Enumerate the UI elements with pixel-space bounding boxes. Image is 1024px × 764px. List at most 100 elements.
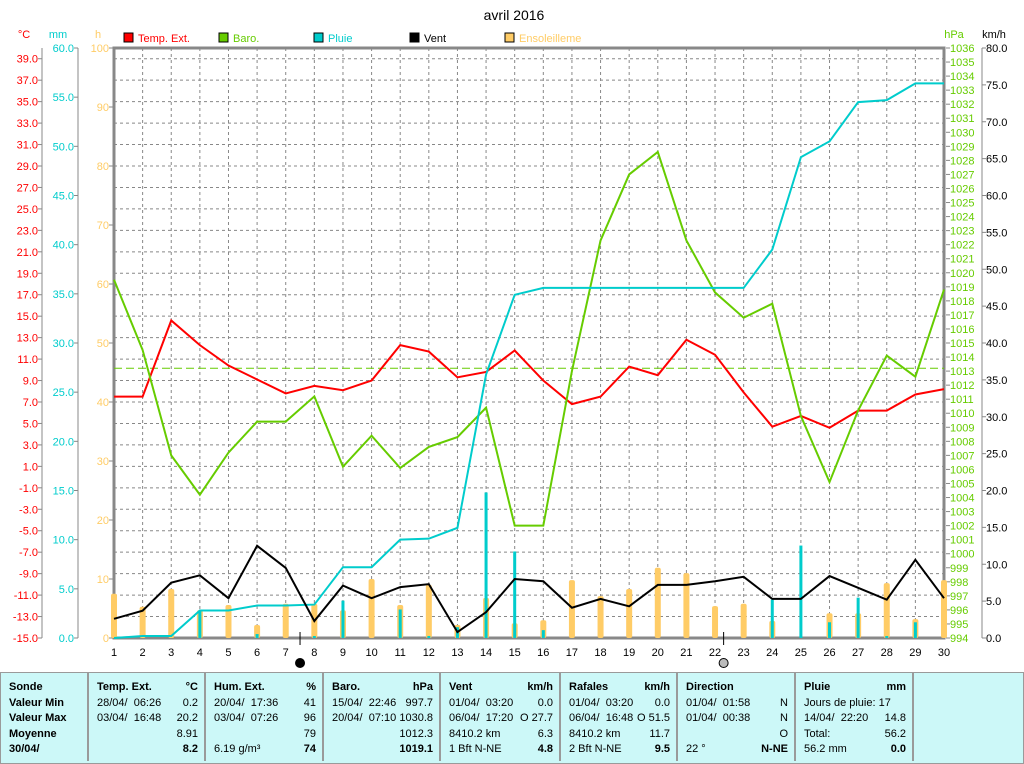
axis-tick-label-sun: 10 (97, 574, 109, 586)
axis-tick-label-rain: 15.0 (53, 486, 74, 498)
x-tick-label: 5 (225, 647, 231, 659)
table-row: Valeur Min (9, 697, 81, 713)
axis-tick-label-rain: 55.0 (53, 92, 74, 104)
cell-value: 8.2 (182, 743, 198, 756)
cell-label: Total: (804, 727, 831, 740)
axis-tick-label-temp: 17.0 (17, 290, 38, 302)
axis-tick-label-wind: 30.0 (986, 412, 1007, 424)
axis-tick-label-temp: 23.0 (17, 225, 38, 237)
axis-tick-label-baro: 1033 (950, 85, 974, 97)
axis-tick-label-temp: 5.0 (23, 418, 38, 430)
axis-tick-label-temp: 31.0 (17, 140, 38, 152)
cell-label: 06/04/ 16:48 (569, 712, 634, 725)
cell-label: 20/04/ 07:10 (332, 712, 397, 725)
axis-tick-label-baro: 1006 (950, 464, 974, 476)
axis-tick-label-temp: -7.0 (19, 547, 38, 559)
x-tick-label: 12 (423, 647, 435, 659)
cell-value: 1019.1 (399, 743, 433, 756)
cell-value: 79 (303, 727, 316, 740)
axis-tick-label-sun: 30 (97, 456, 109, 468)
sunshine-bar (111, 593, 117, 638)
table-row: 06/04/ 17:20 O 27.7 (449, 712, 553, 728)
x-tick-label: 11 (394, 647, 405, 659)
sunshine-bar (740, 603, 747, 638)
axis-tick-label-baro: 1031 (950, 113, 974, 125)
series-line-vent (113, 544, 945, 634)
sunshine-bar (225, 604, 232, 638)
axis-tick-label-sun: 90 (97, 102, 109, 114)
axis-tick-label-temp: 27.0 (17, 182, 38, 194)
daily-rain-bar (913, 622, 917, 638)
axis-tick-label-temp: 7.0 (23, 397, 38, 409)
axis-tick-label-rain: 30.0 (53, 338, 74, 350)
table-row: Baro. hPa (332, 681, 433, 697)
table-column: Temp. Ext. °C 28/04/ 06:26 0.2 03/04/ 16:48 2… (89, 673, 206, 761)
axis-tick-label-wind: 0.0 (986, 633, 1001, 645)
legend-swatch (313, 32, 324, 43)
cell-label: 2 Bft N-NE (569, 743, 622, 756)
cell-label: 06/04/ 17:20 (449, 712, 514, 725)
cell-label: 6.19 g/m³ (214, 743, 261, 756)
cell-value: O 51.5 (636, 712, 670, 725)
cell-label: 03/04/ 16:48 (97, 712, 162, 725)
axis-tick-label-baro: 1035 (950, 57, 974, 69)
table-row: Rafales km/h (569, 681, 670, 697)
axis-tick-label-temp: 3.0 (23, 440, 38, 452)
table-row: 6.19 g/m³ 74 (214, 743, 316, 759)
cell-label: 14/04/ 22:20 (804, 712, 869, 725)
axis-tick-label-baro: 1001 (950, 535, 974, 547)
axis-tick-label-baro: 1016 (950, 324, 974, 336)
daily-rain-bar (427, 636, 431, 638)
daily-rain-bar (198, 610, 202, 638)
daily-rain-bar (398, 609, 402, 638)
axis-tick-label-sun: 0 (103, 633, 109, 645)
x-tick-label: 6 (254, 647, 260, 659)
axis-tick-label-rain: 10.0 (53, 535, 74, 547)
table-row: 01/04/ 00:38 N (686, 712, 788, 728)
cell-value: 9.5 (654, 743, 670, 756)
axis-tick-label-temp: -1.0 (19, 483, 38, 495)
axis-tick-label-temp: 37.0 (17, 75, 38, 87)
cell-label: 01/04/ 01:58 (686, 696, 751, 709)
series-line-baro (113, 150, 945, 527)
table-row: 01/04/ 01:58 N (686, 697, 788, 713)
cell-label: Moyenne (9, 727, 57, 740)
axis-tick-label-baro: 1036 (950, 43, 974, 55)
daily-rain-bar (513, 551, 517, 638)
table-row: Direction (686, 681, 788, 697)
cell-value: N (780, 696, 788, 709)
cell-value: 14.8 (884, 712, 906, 725)
table-row: 30/04/ (9, 743, 81, 759)
axis-tick-label-baro: 1003 (950, 507, 974, 519)
axis-tick-label-baro: 1027 (950, 169, 974, 181)
cell-label: Baro. (332, 681, 361, 693)
cell-label: 1 Bft N-NE (449, 743, 502, 756)
axis-tick-label-wind: 10.0 (986, 559, 1007, 571)
table-row: 79 (214, 728, 316, 744)
axis-tick-label-temp: -11.0 (14, 590, 38, 602)
cell-value: N (780, 712, 788, 725)
cell-value: 41 (303, 696, 316, 709)
cell-value: 6.3 (537, 727, 553, 740)
cell-label: 01/04/ 00:38 (686, 712, 751, 725)
table-column: Direction 01/04/ 01:58 N 01/04/ 00:38 N O 22 °… (678, 673, 796, 761)
sunshine-bar (683, 573, 690, 638)
axis-tick-label-baro: 996 (950, 605, 968, 617)
axis-tick-label-sun: 40 (97, 397, 109, 409)
cell-label: Jours de pluie: 17 (804, 696, 891, 709)
axis-tick-label-baro: 998 (950, 577, 968, 589)
cell-label: Valeur Max (9, 712, 67, 725)
axis-tick-label-baro: 994 (950, 633, 968, 645)
table-row: 03/04/ 07:26 96 (214, 712, 316, 728)
axis-tick-label-baro: 1017 (950, 310, 974, 322)
cell-label: Valeur Min (9, 696, 65, 709)
sunshine-bar (626, 589, 633, 638)
axis-tick-label-baro: 1026 (950, 183, 974, 195)
axis-unit-sun: h (95, 29, 101, 41)
daily-rain-bar (312, 636, 316, 638)
axis-tick-label-wind: 25.0 (986, 449, 1007, 461)
cell-value: 1012.3 (399, 727, 433, 740)
chart-title: avril 2016 (484, 7, 545, 23)
x-tick-label: 22 (709, 647, 721, 659)
cell-label: Hum. Ext. (214, 681, 265, 693)
